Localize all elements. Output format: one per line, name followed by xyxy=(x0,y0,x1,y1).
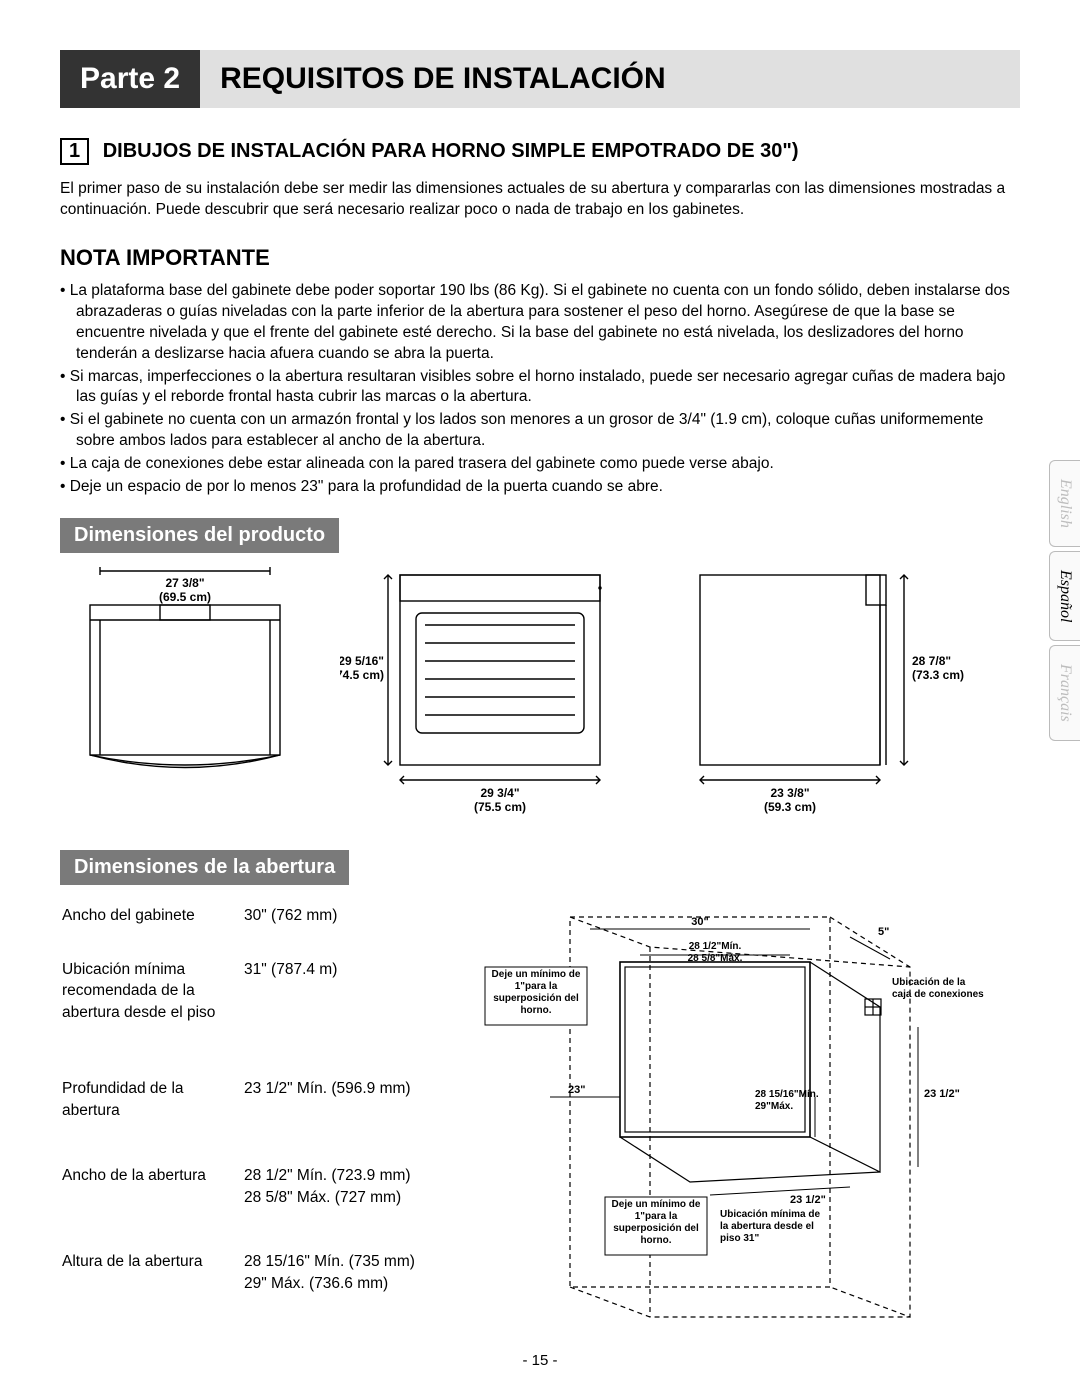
spec-label: Altura de la abertura xyxy=(62,1245,242,1330)
intro-paragraph: El primer paso de su instalación debe se… xyxy=(60,179,1020,221)
notes-list: La plataforma base del gabinete debe pod… xyxy=(60,281,1020,498)
label-overlap-top: Deje un mínimo de 1"para la superposició… xyxy=(487,969,585,1017)
dim-front-h-in: 29 5/16" xyxy=(340,654,384,668)
section-number-box: 1 xyxy=(60,138,89,165)
dim-front-w-cm: (75.5 cm) xyxy=(474,800,526,814)
dim-top-width-cm: (69.5 cm) xyxy=(159,590,211,604)
note-item: Deje un espacio de por lo menos 23" para… xyxy=(60,477,1020,498)
label-floor-min: Ubicación mínima de la abertura desde el… xyxy=(720,1209,830,1245)
tab-english[interactable]: English xyxy=(1049,460,1080,547)
side-view-drawing: 28 7/8" (73.3 cm) 23 3/8" (59.3 cm) xyxy=(680,565,970,820)
product-dimensions-heading: Dimensiones del producto xyxy=(60,518,339,553)
label-open-w-min: 28 1/2"Mín. xyxy=(689,941,742,952)
tab-espanol[interactable]: Español xyxy=(1049,551,1080,641)
product-dimensions-row: 27 3/8" (69.5 cm) xyxy=(60,565,1020,820)
table-row: Altura de la abertura 28 15/16" Mín. (73… xyxy=(62,1245,428,1330)
tab-francais[interactable]: Français xyxy=(1049,645,1080,741)
page-title: REQUISITOS DE INSTALACIÓN xyxy=(200,50,1020,108)
label-depth-side1: 23 1/2" xyxy=(924,1088,960,1100)
note-item: La plataforma base del gabinete debe pod… xyxy=(60,281,1020,365)
spec-value: 23 1/2" Mín. (596.9 mm) xyxy=(244,1072,428,1157)
dim-front-w-in: 29 3/4" xyxy=(480,786,519,800)
cutout-drawing: 30" 5" 28 1/2"Mín. 28 5/8"Máx. 28 15/16"… xyxy=(450,897,990,1332)
dim-side-d-in: 23 3/8" xyxy=(770,786,809,800)
dim-side-h-cm: (73.3 cm) xyxy=(912,668,964,682)
spec-value: 28 15/16" Mín. (735 mm) 29" Máx. (736.6 … xyxy=(244,1245,428,1330)
language-tabs: English Español Français xyxy=(1049,460,1080,741)
label-top-right: 5" xyxy=(878,926,889,938)
top-view-drawing: 27 3/8" (69.5 cm) xyxy=(60,565,310,800)
note-item: La caja de conexiones debe estar alinead… xyxy=(60,454,1020,475)
label-junction-box: Ubicación de la caja de conexiones xyxy=(892,977,987,1001)
table-row: Ubicación mínima recomendada de la abert… xyxy=(62,953,428,1071)
header-band: Parte 2 REQUISITOS DE INSTALACIÓN xyxy=(60,50,1020,108)
front-view-drawing: 29 5/16" (74.5 cm) 29 3/4" (75.5 cm) xyxy=(340,565,650,820)
section-title-text: DIBUJOS DE INSTALACIÓN PARA HORNO SIMPLE… xyxy=(103,140,799,162)
table-row: Profundidad de la abertura 23 1/2" Mín. … xyxy=(62,1072,428,1157)
spec-value: 30" (762 mm) xyxy=(244,899,428,950)
opening-spec-table: Ancho del gabinete 30" (762 mm) Ubicació… xyxy=(60,897,430,1332)
section-title: 1 DIBUJOS DE INSTALACIÓN PARA HORNO SIMP… xyxy=(60,138,1020,165)
opening-row: Ancho del gabinete 30" (762 mm) Ubicació… xyxy=(60,897,1020,1332)
table-row: Ancho del gabinete 30" (762 mm) xyxy=(62,899,428,950)
nota-importante-heading: NOTA IMPORTANTE xyxy=(60,245,1020,271)
dim-top-width-in: 27 3/8" xyxy=(165,576,204,590)
note-item: Si marcas, imperfecciones o la abertura … xyxy=(60,367,1020,409)
page-number: - 15 - xyxy=(60,1352,1020,1369)
label-open-w-max: 28 5/8"Máx. xyxy=(688,953,743,964)
spec-value: 28 1/2" Mín. (723.9 mm) 28 5/8" Máx. (72… xyxy=(244,1159,428,1244)
spec-label: Profundidad de la abertura xyxy=(62,1072,242,1157)
label-depth-23: 23" xyxy=(568,1084,585,1096)
note-item: Si el gabinete no cuenta con un armazón … xyxy=(60,410,1020,452)
dim-side-h-in: 28 7/8" xyxy=(912,654,951,668)
opening-dimensions-heading: Dimensiones de la abertura xyxy=(60,850,349,885)
spec-value: 31" (787.4 m) xyxy=(244,953,428,1071)
dim-side-d-cm: (59.3 cm) xyxy=(764,800,816,814)
label-open-h-min: 28 15/16"Mín. xyxy=(755,1089,819,1100)
spec-label: Ubicación mínima recomendada de la abert… xyxy=(62,953,242,1071)
label-overlap-bottom: Deje un mínimo de 1"para la superposició… xyxy=(607,1199,705,1247)
dim-front-h-cm: (74.5 cm) xyxy=(340,668,384,682)
table-row: Ancho de la abertura 28 1/2" Mín. (723.9… xyxy=(62,1159,428,1244)
label-top-width: 30" xyxy=(691,916,708,928)
spec-label: Ancho de la abertura xyxy=(62,1159,242,1244)
spec-label: Ancho del gabinete xyxy=(62,899,242,950)
label-open-h-max: 29"Máx. xyxy=(755,1101,793,1112)
label-depth-side2: 23 1/2" xyxy=(790,1194,826,1206)
parte-label: Parte 2 xyxy=(60,50,200,108)
